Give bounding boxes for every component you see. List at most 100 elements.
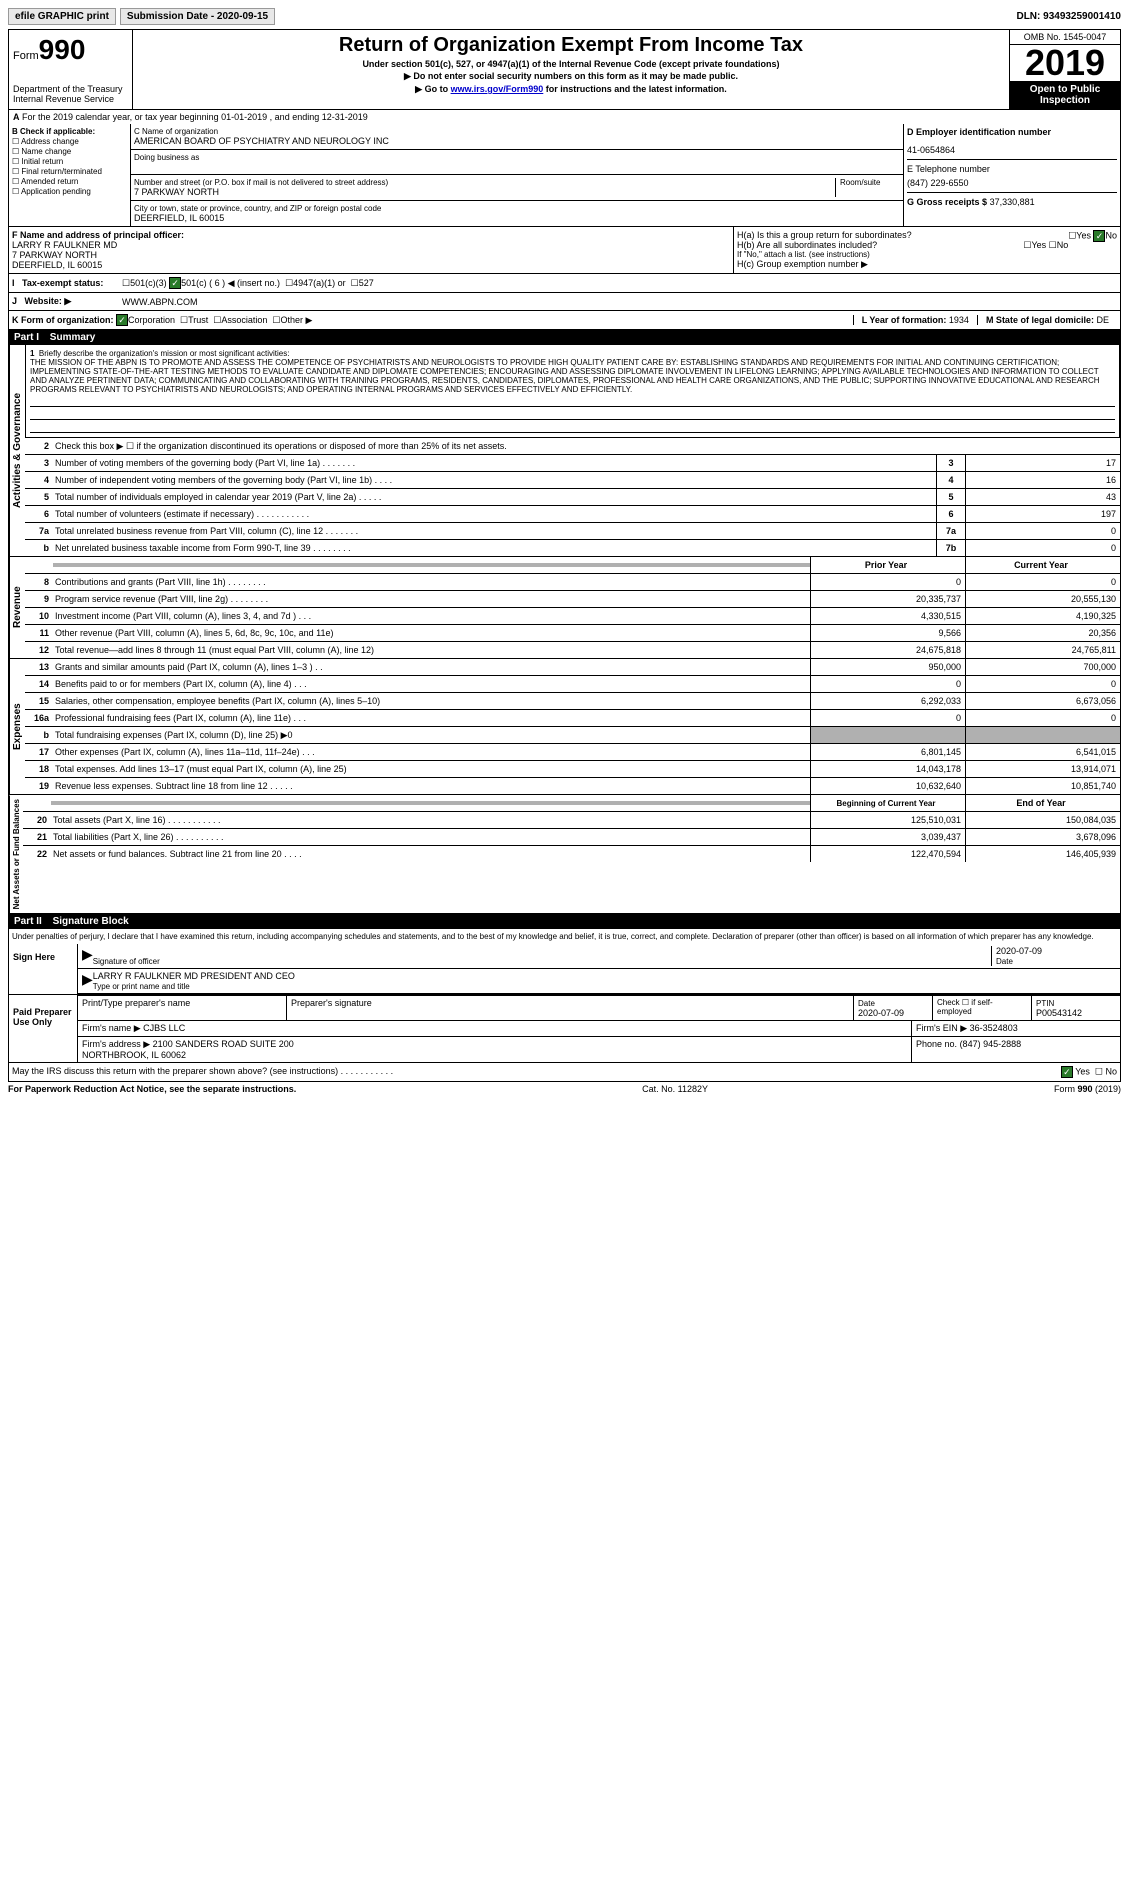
ssn-warning: ▶ Do not enter social security numbers o…	[137, 71, 1005, 82]
street-label: Number and street (or P.O. box if mail i…	[134, 178, 835, 187]
gross-label: G Gross receipts $	[907, 197, 987, 207]
opt-501c: 501(c) ( 6 ) ◀ (insert no.)	[181, 278, 280, 289]
ptin-label: PTIN	[1036, 999, 1054, 1008]
hc-label: H(c) Group exemption number ▶	[737, 259, 1117, 270]
firm-addr-label: Firm's address ▶	[82, 1039, 150, 1049]
period-text: For the 2019 calendar year, or tax year …	[22, 112, 368, 122]
gov-row: 4Number of independent voting members of…	[25, 472, 1120, 489]
col-headers-net: Beginning of Current Year End of Year	[23, 795, 1120, 812]
l-val: 1934	[949, 315, 969, 325]
submission-btn[interactable]: Submission Date - 2020-09-15	[120, 8, 275, 25]
rev-section: Revenue Prior Year Current Year 8Contrib…	[8, 557, 1121, 659]
arrow-icon: ▶	[82, 971, 93, 991]
opt-527[interactable]: 527	[359, 278, 374, 288]
discuss-yes[interactable]: ✓	[1061, 1066, 1073, 1078]
end-hdr: End of Year	[965, 795, 1120, 811]
exp-vlabel: Expenses	[9, 659, 25, 794]
m-val: DE	[1096, 315, 1109, 325]
goto-post: for instructions and the latest informat…	[543, 84, 727, 94]
declaration: Under penalties of perjury, I declare th…	[9, 929, 1120, 944]
ptin-val: P00543142	[1036, 1008, 1082, 1018]
city-row: City or town, state or province, country…	[131, 201, 903, 226]
top-bar: efile GRAPHIC print Submission Date - 20…	[8, 8, 1121, 25]
data-row: 10Investment income (Part VIII, column (…	[25, 608, 1120, 625]
net-vlabel: Net Assets or Fund Balances	[9, 795, 23, 913]
gov-section: Activities & Governance 1 Briefly descri…	[8, 345, 1121, 557]
chk-final[interactable]: ☐ Final return/terminated	[12, 167, 127, 176]
data-row: 19Revenue less expenses. Subtract line 1…	[25, 778, 1120, 794]
firm-ein-label: Firm's EIN ▶	[916, 1023, 967, 1033]
prep-date: 2020-07-09	[858, 1008, 904, 1018]
street-row: Number and street (or P.O. box if mail i…	[131, 175, 903, 201]
signature-block: Under penalties of perjury, I declare th…	[8, 929, 1121, 1082]
hb-label: H(b) Are all subordinates included?	[737, 240, 877, 250]
section-bcd: B Check if applicable: ☐ Address change …	[8, 124, 1121, 227]
ha-no-check[interactable]: ✓	[1093, 230, 1105, 242]
k-assoc[interactable]: Association	[221, 315, 267, 325]
chk-initial[interactable]: ☐ Initial return	[12, 157, 127, 166]
arrow-icon: ▶	[82, 946, 93, 966]
web-val: WWW.ABPN.COM	[122, 297, 198, 307]
officer-name: LARRY R FAULKNER MD	[12, 240, 117, 250]
room-label: Room/suite	[835, 178, 900, 197]
dln: DLN: 93493259001410	[1016, 11, 1121, 22]
goto-link[interactable]: www.irs.gov/Form990	[451, 84, 544, 94]
col-c: C Name of organization AMERICAN BOARD OF…	[131, 124, 904, 226]
gov-row: 5Total number of individuals employed in…	[25, 489, 1120, 506]
opt-501c-check[interactable]: ✓	[169, 277, 181, 289]
data-row: 8Contributions and grants (Part VIII, li…	[25, 574, 1120, 591]
data-row: 20Total assets (Part X, line 16) . . . .…	[23, 812, 1120, 829]
status-row: I Tax-exempt status: ☐ 501(c)(3) ✓ 501(c…	[8, 274, 1121, 293]
opt-4947[interactable]: 4947(a)(1) or	[293, 278, 346, 288]
efile-btn[interactable]: efile GRAPHIC print	[8, 8, 116, 25]
data-row: 17Other expenses (Part IX, column (A), l…	[25, 744, 1120, 761]
year-box: OMB No. 1545-0047 2019 Open to Public In…	[1010, 30, 1120, 109]
chk-pending[interactable]: ☐ Application pending	[12, 187, 127, 196]
self-emp[interactable]: Check ☐ if self-employed	[933, 996, 1032, 1020]
chk-name[interactable]: ☐ Name change	[12, 147, 127, 156]
form-label: Form	[13, 50, 39, 62]
m-label: M State of legal domicile:	[986, 315, 1094, 325]
prep-phone: (847) 945-2888	[960, 1039, 1022, 1049]
chk-address[interactable]: ☐ Address change	[12, 137, 127, 146]
col-b: B Check if applicable: ☐ Address change …	[9, 124, 131, 226]
name-label: C Name of organization	[134, 127, 900, 136]
box-f: F Name and address of principal officer:…	[9, 227, 734, 273]
firm-ein: 36-3524803	[970, 1023, 1018, 1033]
chk-amended[interactable]: ☐ Amended return	[12, 177, 127, 186]
paid-preparer: Paid Preparer Use Only	[9, 995, 78, 1062]
footer-left: For Paperwork Reduction Act Notice, see …	[8, 1084, 296, 1094]
opt-501c3[interactable]: 501(c)(3)	[130, 278, 167, 288]
data-row: 13Grants and similar amounts paid (Part …	[25, 659, 1120, 676]
form-box: Form990 Department of the Treasury Inter…	[9, 30, 133, 109]
city-val: DEERFIELD, IL 60015	[134, 213, 900, 223]
gov-vlabel: Activities & Governance	[9, 345, 25, 556]
officer-addr2: DEERFIELD, IL 60015	[12, 260, 102, 270]
footer-right: Form 990 (2019)	[1054, 1084, 1121, 1094]
street-val: 7 PARKWAY NORTH	[134, 187, 835, 197]
part1-header: Part I Summary	[8, 330, 1121, 345]
type-name-label: Type or print name and title	[93, 982, 190, 991]
web-label: Website: ▶	[25, 296, 72, 306]
goto-pre: ▶ Go to	[415, 84, 450, 94]
data-row: 15Salaries, other compensation, employee…	[25, 693, 1120, 710]
city-label: City or town, state or province, country…	[134, 204, 900, 213]
f-h-row: F Name and address of principal officer:…	[8, 227, 1121, 274]
website-row: J Website: ▶ WWW.ABPN.COM	[8, 293, 1121, 311]
sig-officer-label: Signature of officer	[93, 957, 991, 966]
begin-hdr: Beginning of Current Year	[810, 795, 965, 811]
goto: ▶ Go to www.irs.gov/Form990 for instruct…	[137, 84, 1005, 95]
k-corp-check[interactable]: ✓	[116, 314, 128, 326]
k-other[interactable]: Other ▶	[280, 315, 312, 326]
q2: Check this box ▶ ☐ if the organization d…	[53, 439, 1120, 454]
hb-note: If "No," attach a list. (see instruction…	[737, 250, 1117, 259]
b-label: B Check if applicable:	[12, 127, 95, 136]
firm-name: CJBS LLC	[143, 1023, 185, 1033]
data-row: 22Net assets or fund balances. Subtract …	[23, 846, 1120, 862]
officer-name-print: LARRY R FAULKNER MD PRESIDENT AND CEO	[93, 971, 295, 981]
firm-name-label: Firm's name ▶	[82, 1023, 141, 1033]
col-d: D Employer identification number 41-0654…	[904, 124, 1120, 226]
k-trust[interactable]: Trust	[188, 315, 208, 325]
k-label: K Form of organization:	[12, 315, 114, 325]
data-row: 21Total liabilities (Part X, line 26) . …	[23, 829, 1120, 846]
